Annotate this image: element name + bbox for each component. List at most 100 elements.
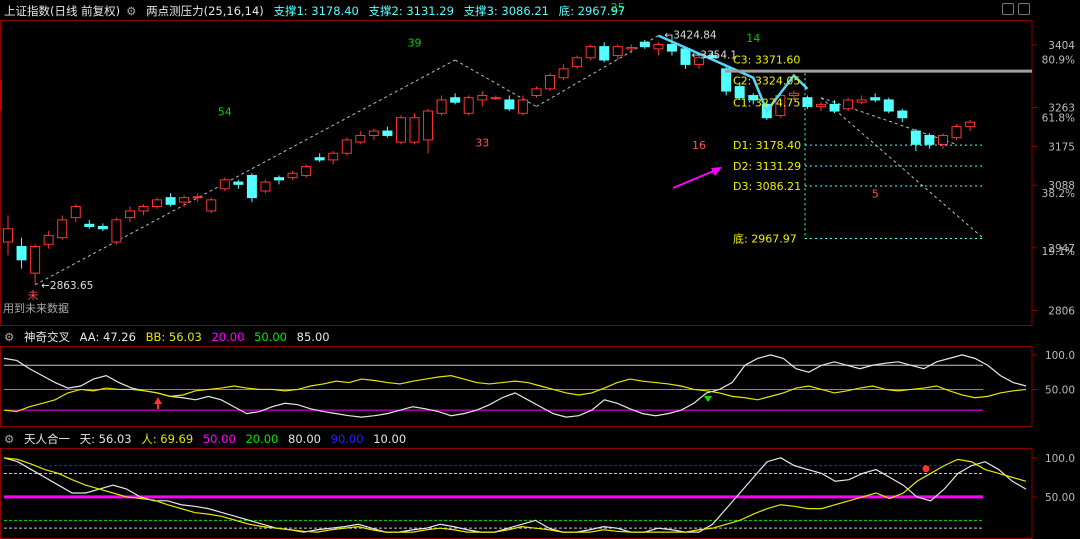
level-bottom: 底: 2967.97 [733, 232, 797, 246]
y-tick-label: 3404 [1048, 40, 1075, 52]
left-edge-marker [0, 80, 2, 110]
pivot-label: 54 [218, 105, 232, 118]
indicator-name: 两点测压力(25,16,14) [146, 4, 264, 18]
pct-tick-label: 61.8% [1042, 113, 1075, 125]
candle [558, 68, 569, 79]
signal-dot [922, 465, 930, 473]
c1-level: C1: 3274.75 [733, 96, 800, 109]
sell-arrow-icon [704, 396, 712, 402]
candle [97, 226, 108, 230]
candle [965, 121, 976, 128]
restore-icon[interactable] [1002, 3, 1014, 15]
candle [883, 99, 894, 112]
candle [301, 166, 312, 176]
candle [409, 117, 420, 143]
candle [138, 206, 149, 212]
sub2-v2: 20.00 [245, 432, 279, 446]
candle [314, 157, 325, 161]
main-panel-frame [0, 20, 1033, 326]
sub-y-tick-label: 50.00 [1045, 492, 1075, 504]
candle [219, 179, 230, 190]
sub1-v1: 20.00 [211, 330, 245, 344]
candle [382, 130, 393, 136]
magenta-arrow-shaft [672, 169, 717, 189]
candle [152, 199, 163, 208]
tian-line [3, 457, 1027, 533]
pct-tick-label: 80.9% [1042, 54, 1075, 66]
pivot-label: 14 [746, 32, 760, 45]
y-tick-label: 2806 [1048, 305, 1075, 317]
aa-line [3, 354, 1027, 418]
candle [897, 110, 908, 119]
candle [653, 43, 664, 50]
candle [30, 246, 41, 274]
y-tick-label: 3175 [1048, 142, 1075, 154]
gear-icon[interactable]: ⚙ [126, 4, 137, 18]
candle [57, 219, 68, 239]
candle [3, 228, 13, 243]
candle [612, 46, 623, 57]
gear-icon[interactable]: ⚙ [4, 330, 15, 344]
level-D2: D2: 3131.29 [733, 160, 801, 173]
candle [274, 177, 284, 181]
candle [951, 126, 962, 139]
candle [192, 196, 203, 199]
buy-arrow-icon [154, 397, 162, 404]
pivot-label: 33 [475, 137, 489, 150]
sub2-v4: 90.00 [330, 432, 364, 446]
pivot-label: 16 [692, 139, 706, 152]
gear-icon[interactable]: ⚙ [4, 432, 15, 446]
sub2-tian: 天: 56.03 [79, 432, 132, 446]
candle [666, 43, 677, 52]
candle [450, 97, 461, 103]
candle [924, 134, 935, 145]
candle [748, 95, 759, 101]
maximize-icon[interactable] [1018, 3, 1030, 15]
candle [680, 48, 691, 65]
candle [477, 95, 488, 101]
bottom-value: 底: 2967.97 [558, 4, 626, 18]
pivot-label: 25 [611, 1, 625, 14]
candle [355, 134, 366, 143]
candle [70, 206, 81, 219]
candle [395, 117, 406, 143]
y-tick-label: 2947 [1048, 243, 1075, 255]
c2-level: C2: 3324.05 [733, 74, 800, 87]
low-price-label: ←2863.65 [41, 280, 93, 292]
ren-line [3, 457, 1027, 533]
main-header: 上证指数(日线 前复权) ⚙ 两点测压力(25,16,14) 支撑1: 3178.… [4, 2, 631, 20]
candle [84, 223, 95, 228]
sub1-panel-frame [0, 346, 1033, 427]
candle [531, 88, 542, 96]
candle [572, 57, 583, 68]
sub2-v1: 50.00 [202, 432, 236, 446]
candle [721, 68, 732, 92]
candle [233, 181, 244, 185]
candle [639, 41, 650, 48]
sub2-header: ⚙ 天人合一 天: 56.03 人: 69.69 50.00 20.00 80.… [4, 430, 412, 448]
sub1-v2: 50.00 [254, 330, 288, 344]
sub2-v5: 10.00 [373, 432, 407, 446]
candle [856, 99, 867, 103]
sub1-v3: 85.00 [296, 330, 330, 344]
candle [341, 139, 352, 154]
candle [816, 103, 826, 108]
sub2-name: 天人合一 [23, 432, 70, 446]
level-D1: D1: 3178.40 [733, 139, 801, 152]
y-tick-label: 3088 [1048, 180, 1075, 192]
sub-y-tick-label: 50.00 [1045, 384, 1075, 396]
sub1-name: 神奇交叉 [23, 330, 70, 344]
candle [328, 152, 339, 161]
sub1-aa: AA: 47.26 [79, 330, 136, 344]
pct-tick-label: 19.1% [1042, 246, 1075, 258]
candle [517, 99, 528, 114]
candle [937, 134, 948, 145]
candle [287, 172, 298, 179]
support3-value: 支撑3: 3086.21 [463, 4, 549, 18]
candle [910, 130, 921, 145]
candle [179, 197, 190, 203]
candle [802, 97, 813, 108]
future-data-note: 用到未来数据 [3, 302, 69, 315]
